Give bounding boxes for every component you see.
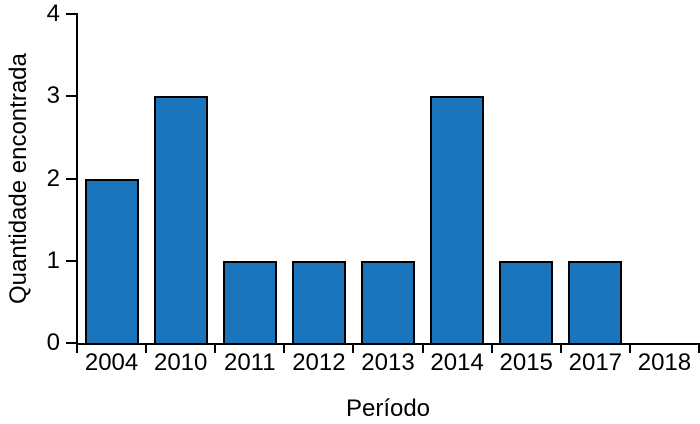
y-tick-label: 2 bbox=[46, 164, 60, 192]
x-tick-mark bbox=[559, 343, 562, 353]
x-tick-mark bbox=[490, 343, 493, 353]
bar bbox=[361, 260, 415, 345]
x-tick-mark bbox=[352, 343, 355, 353]
y-tick-label: 4 bbox=[46, 0, 60, 27]
bar bbox=[222, 260, 277, 345]
bar bbox=[84, 178, 139, 345]
x-tick-label: 2017 bbox=[568, 349, 623, 376]
x-tick-mark bbox=[214, 343, 217, 353]
bar bbox=[430, 96, 485, 345]
y-tick-label: 3 bbox=[46, 82, 60, 110]
y-axis-line bbox=[76, 13, 78, 344]
y-tick-mark bbox=[66, 259, 76, 262]
bar bbox=[291, 260, 346, 345]
x-tick-mark bbox=[145, 343, 148, 353]
x-axis-title: Período bbox=[345, 395, 431, 422]
y-tick-mark bbox=[66, 177, 76, 180]
y-tick-mark bbox=[66, 342, 76, 344]
x-tick-mark bbox=[283, 343, 286, 353]
bar bbox=[153, 96, 208, 345]
y-tick-mark bbox=[66, 13, 76, 15]
x-tick-label: 2015 bbox=[499, 349, 553, 376]
x-tick-mark bbox=[76, 343, 78, 353]
x-tick-label: 2012 bbox=[292, 349, 346, 376]
y-tick-label: 1 bbox=[46, 246, 60, 274]
bar bbox=[499, 260, 554, 345]
bar bbox=[568, 260, 623, 345]
y-tick-label: 0 bbox=[46, 329, 60, 356]
x-tick-label: 2011 bbox=[223, 349, 276, 376]
x-tick-label: 2010 bbox=[153, 349, 208, 376]
x-tick-mark bbox=[698, 343, 700, 353]
x-tick-mark bbox=[421, 343, 424, 353]
x-tick-label: 2013 bbox=[361, 349, 415, 376]
x-tick-label: 2004 bbox=[84, 349, 139, 376]
x-tick-label: 2014 bbox=[430, 349, 484, 376]
y-tick-mark bbox=[66, 95, 76, 98]
x-tick-label: 2018 bbox=[637, 349, 692, 376]
x-tick-mark bbox=[628, 343, 631, 353]
